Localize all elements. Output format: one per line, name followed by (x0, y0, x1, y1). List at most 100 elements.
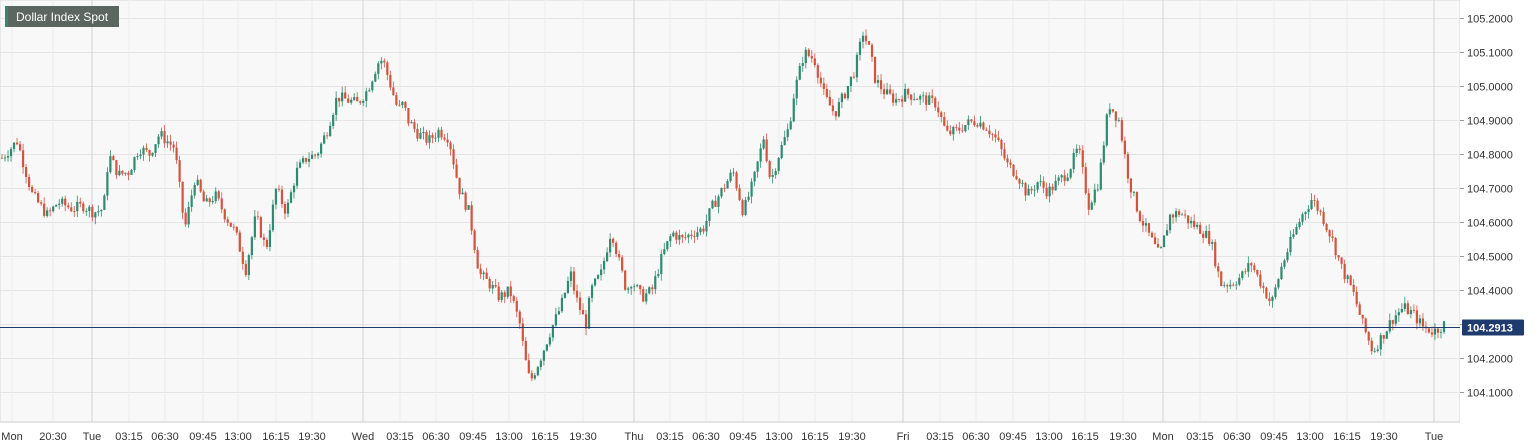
candle-body (214, 191, 217, 202)
candle (663, 242, 666, 256)
candle (73, 205, 76, 218)
candle-body (94, 212, 97, 218)
candle (612, 237, 615, 248)
candle-body (389, 74, 392, 88)
candle-body (581, 309, 585, 315)
candle-body (226, 219, 229, 223)
candle-body (1289, 236, 1292, 253)
candle-body (193, 185, 196, 196)
candle-body (1319, 210, 1322, 212)
candle (681, 234, 684, 244)
candle-body (1337, 255, 1340, 258)
candle-body (928, 95, 931, 105)
candle (1180, 212, 1184, 216)
candle-body (1048, 186, 1051, 197)
candle-body (1129, 178, 1133, 193)
candle-body (1057, 177, 1060, 181)
candle (991, 132, 994, 141)
candle (1054, 174, 1057, 191)
candle (1322, 207, 1325, 227)
candle-body (1063, 175, 1066, 181)
candle (1150, 231, 1154, 238)
candle (323, 132, 326, 145)
candle (1388, 313, 1391, 334)
candle-body (645, 293, 648, 302)
candle-body (124, 172, 127, 174)
candle-body (578, 297, 582, 310)
candle (1012, 163, 1015, 178)
candle (515, 297, 518, 318)
candle-body (434, 137, 437, 139)
candle (765, 133, 768, 163)
candle-body (199, 179, 202, 192)
candle-body (1274, 287, 1277, 297)
candle-body (464, 192, 467, 210)
candle (1361, 314, 1364, 324)
candle-body (208, 198, 211, 203)
candle-body (347, 98, 350, 103)
candle-body (563, 292, 567, 298)
candle (304, 157, 308, 165)
candle-body (1156, 243, 1160, 248)
candle-body (982, 122, 985, 130)
candle-body (157, 136, 160, 145)
candle (407, 108, 410, 127)
candle-body (1292, 234, 1295, 237)
candle-body (401, 101, 404, 106)
candle (1190, 216, 1193, 228)
candle-body (196, 179, 199, 186)
candle-body (1223, 285, 1226, 286)
y-tick-label: 104.5000 (1467, 252, 1513, 264)
candle (136, 152, 139, 160)
candle-body (1202, 233, 1205, 238)
candle (1168, 213, 1172, 234)
candle-body (479, 268, 482, 275)
candle-body (12, 142, 16, 149)
candle-body (744, 199, 747, 215)
candle (286, 199, 290, 218)
candle (1205, 225, 1208, 239)
candle-body (988, 130, 991, 135)
candle (804, 47, 807, 69)
candle-body (768, 161, 771, 177)
candle-body (1114, 111, 1117, 121)
candle (64, 195, 67, 212)
candle-body (476, 250, 479, 269)
candle (320, 142, 323, 158)
candle-body (1427, 328, 1431, 333)
candle (250, 235, 253, 260)
candle (898, 98, 901, 103)
candle (533, 372, 536, 381)
candle (1349, 274, 1352, 286)
candle-body (1229, 284, 1232, 287)
x-tick-label: 09:45 (999, 431, 1027, 443)
candle (1045, 182, 1048, 200)
candle (1310, 193, 1313, 211)
candle-body (955, 126, 958, 128)
candle (410, 119, 413, 124)
candle-body (663, 249, 666, 255)
candle (940, 110, 943, 123)
candle (235, 226, 238, 236)
candle (193, 182, 196, 199)
candle (1358, 301, 1361, 315)
candle (9, 146, 13, 162)
candle (1370, 337, 1373, 355)
candle-body (1069, 169, 1072, 178)
candle (578, 291, 582, 315)
candle (639, 284, 642, 295)
candle-body (118, 170, 121, 176)
candle (587, 296, 591, 329)
x-tick-label: 06:30 (692, 431, 720, 443)
candle (548, 333, 551, 347)
candle (1129, 178, 1133, 199)
candle (1226, 283, 1229, 293)
candle (855, 52, 859, 83)
candle-body (482, 272, 485, 275)
candle (813, 53, 816, 68)
candle-body (46, 210, 49, 216)
candle (801, 56, 804, 72)
candle (1072, 148, 1075, 174)
candle-body (910, 94, 913, 100)
